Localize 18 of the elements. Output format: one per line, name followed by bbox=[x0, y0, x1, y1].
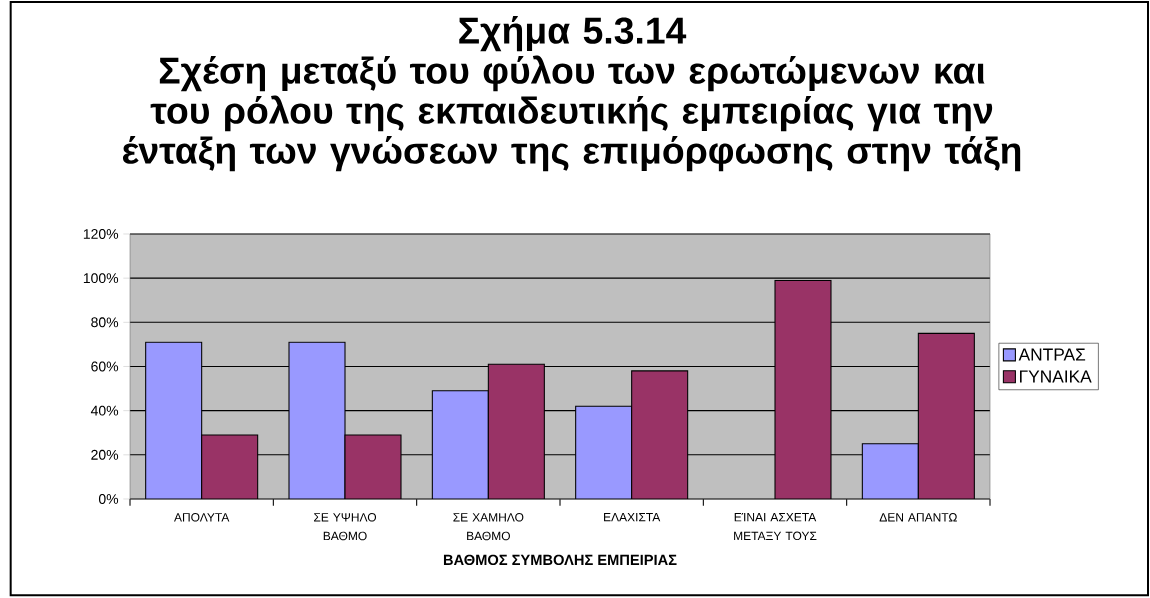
y-tick-label: 100% bbox=[83, 273, 119, 284]
y-tick-label: 120% bbox=[83, 229, 119, 239]
x-tick-label: ΣΕ ΧΑΜΗΛΟ ΒΑΘΜΟ bbox=[453, 513, 524, 541]
x-tick-label: ΕΊΝΑΙ ΑΣΧΕΤΑ ΜΕΤΑΞΥ ΤΟΥΣ bbox=[734, 513, 817, 541]
legend-label: ΑΝΤΡΑΣ bbox=[1018, 348, 1086, 361]
y-tick-label: 40% bbox=[90, 405, 119, 416]
y-tick-label: 60% bbox=[91, 361, 119, 372]
x-tick-label: ΣΕ ΥΨΗΛΟ ΒΑΘΜΟ bbox=[314, 513, 377, 541]
y-tick-label: 0% bbox=[98, 494, 119, 504]
x-tick-label: ΕΛΑΧΙΣΤΑ bbox=[604, 513, 661, 522]
x-tick-label: ΑΠΟΛΥΤΑ bbox=[174, 513, 230, 522]
x-axis-title: ΒΑΘΜΟΣ ΣΥΜΒΟΛΗΣ ΕΜΠΕΙΡΙΑΣ bbox=[443, 554, 677, 566]
chart-title: Σχήμα 5.3.14 bbox=[459, 16, 687, 52]
chart-subtitle: Σχέση μεταξύ του φύλου των ερωτώμενων και του ρόλου της εκπαιδευτικής εμπειρίας για την ένταξη των γνώσεων της επιμόρφωσης στην τάξη bbox=[122, 55, 1021, 172]
legend-label: ΓΥΝΑΙΚΑ bbox=[1020, 370, 1092, 383]
x-tick-label: ΔΕΝ ΑΠΑΝΤΩ bbox=[879, 513, 957, 522]
y-tick-label: 20% bbox=[91, 449, 119, 460]
y-tick-label: 80% bbox=[91, 317, 119, 328]
